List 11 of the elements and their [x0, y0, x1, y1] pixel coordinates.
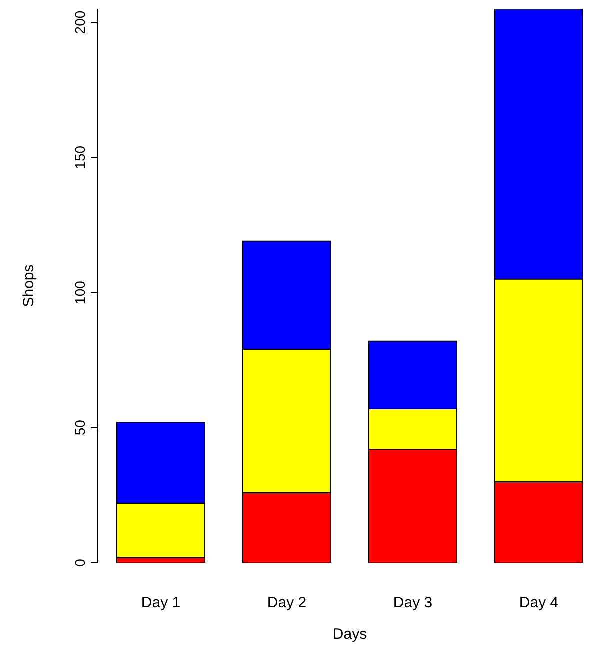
y-axis-title: Shops	[20, 264, 38, 308]
x-tick-label: Day 2	[267, 594, 307, 612]
y-tick-label: 200	[72, 10, 88, 34]
y-tick-label: 0	[72, 558, 88, 567]
x-tick-label: Day 1	[141, 594, 181, 612]
y-tick-label: 100	[72, 280, 88, 304]
x-tick-label: Day 3	[393, 594, 433, 612]
x-axis-title: Days	[332, 626, 368, 643]
y-tick-label: 150	[72, 146, 88, 170]
y-tick-label: 50	[72, 420, 88, 436]
x-tick-label: Day 4	[519, 594, 559, 612]
